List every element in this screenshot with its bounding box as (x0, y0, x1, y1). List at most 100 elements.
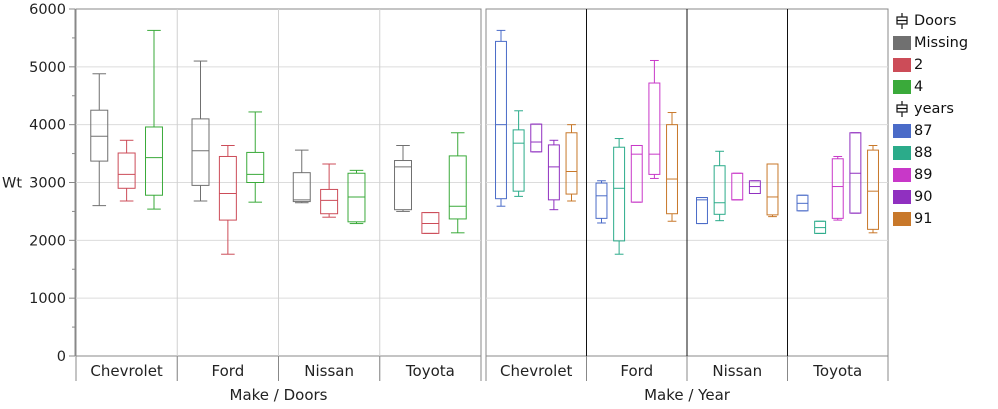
box-iqr (218, 155, 237, 221)
y-tick-label: 5000 (29, 60, 66, 76)
y-tick-label: 2000 (29, 233, 66, 249)
box-iqr (191, 118, 210, 186)
legend-swatch (893, 36, 911, 50)
box-iqr (347, 172, 366, 223)
box-88 (613, 138, 626, 255)
legend-swatch (893, 168, 911, 182)
box-89 (648, 59, 661, 179)
box-iqr (512, 129, 525, 192)
box-iqr (748, 180, 761, 194)
legend-item-89[interactable]: 89 (893, 164, 998, 186)
box-90 (547, 139, 560, 211)
box-88 (512, 110, 525, 197)
legend-item-88[interactable]: 88 (893, 142, 998, 164)
box-4 (448, 132, 467, 234)
box-89 (630, 144, 643, 203)
box-4 (145, 29, 163, 210)
y-tick-label: 3000 (29, 176, 66, 192)
box-iqr (530, 123, 543, 153)
box-iqr (90, 109, 109, 162)
box-iqr (565, 132, 578, 195)
box-iqr (613, 146, 626, 242)
box-2 (320, 163, 339, 218)
legend-label: Missing (914, 35, 969, 51)
y-tick-label: 0 (57, 349, 66, 365)
legend: Doors Missing 2 4 years 87 88 89 90 (893, 10, 998, 230)
legend-label: 2 (914, 57, 924, 73)
box-plot-icon (896, 101, 908, 117)
category-label: Chevrolet (90, 362, 162, 380)
legend-doors-header[interactable]: Doors (893, 10, 998, 32)
box-88 (814, 220, 827, 234)
panel-2: Chevrolet Ford Nissan Toyota Make / Year (485, 8, 889, 404)
x-axis-label: Make / Doors (230, 386, 328, 404)
legend-item-91[interactable]: 91 (893, 208, 998, 230)
box-87 (495, 29, 507, 207)
box-91 (666, 112, 678, 222)
legend-item-2[interactable]: 2 (893, 54, 998, 76)
x-axis-label: Make / Year (644, 386, 731, 404)
y-axis-label: Wt (2, 176, 22, 192)
box-90 (748, 180, 761, 194)
box-Missing (191, 60, 210, 202)
legend-swatch (893, 58, 911, 72)
legend-title: years (914, 101, 954, 117)
category-label: Nissan (304, 362, 354, 380)
box-iqr (448, 155, 467, 220)
box-iqr (648, 82, 661, 175)
box-89 (831, 155, 844, 221)
category-label: Chevrolet (500, 362, 572, 380)
panel-1: Chevrolet Ford Nissan Toyota Make / Doors (75, 8, 482, 404)
legend-title: Doors (914, 13, 957, 29)
box-iqr (117, 152, 136, 189)
box-2 (421, 212, 440, 234)
legend-label: 88 (914, 145, 933, 161)
box-4 (246, 111, 265, 203)
box-88 (713, 150, 726, 222)
legend-label: 87 (914, 123, 933, 139)
box-iqr (292, 172, 311, 203)
category-label: Ford (620, 362, 653, 380)
box-iqr (320, 188, 339, 215)
legend-label: 91 (914, 211, 933, 227)
box-89 (731, 172, 744, 201)
legend-item-4[interactable]: 4 (893, 76, 998, 98)
legend-label: 4 (914, 79, 924, 95)
legend-item-87[interactable]: 87 (893, 120, 998, 142)
box-91 (766, 163, 779, 218)
category-label: Nissan (712, 362, 762, 380)
legend-swatch (893, 212, 911, 226)
category-label: Toyota (812, 362, 862, 380)
category-label: Ford (212, 362, 245, 380)
box-4 (347, 169, 366, 225)
legend-item-90[interactable]: 90 (893, 186, 998, 208)
legend-swatch (893, 80, 911, 94)
box-91 (867, 144, 879, 234)
box-Missing (394, 144, 412, 212)
box-iqr (666, 124, 678, 215)
box-iqr (766, 163, 779, 216)
box-90 (849, 132, 862, 214)
box-plot-icon (896, 13, 908, 29)
y-tick-label: 6000 (29, 2, 66, 18)
box-plot-chart: 0 1000 2000 3000 4000 5000 6000 Wt Chevrolet Ford… (2, 2, 889, 404)
legend-swatch (893, 190, 911, 204)
box-iqr (394, 160, 412, 211)
legend-label: 90 (914, 189, 933, 205)
box-iqr (421, 212, 440, 234)
box-iqr (495, 40, 507, 200)
box-91 (565, 124, 578, 202)
legend-label: 89 (914, 167, 933, 183)
box-iqr (731, 172, 744, 201)
box-87 (796, 194, 809, 212)
legend-item-missing[interactable]: Missing (893, 32, 998, 54)
box-2 (117, 139, 136, 202)
box-iqr (145, 126, 163, 196)
box-iqr (713, 165, 726, 215)
box-iqr (246, 151, 265, 183)
box-87 (595, 180, 608, 224)
category-label: Toyota (405, 362, 455, 380)
legend-swatch (893, 124, 911, 138)
box-iqr (867, 149, 879, 230)
legend-years-header[interactable]: years (893, 98, 998, 120)
